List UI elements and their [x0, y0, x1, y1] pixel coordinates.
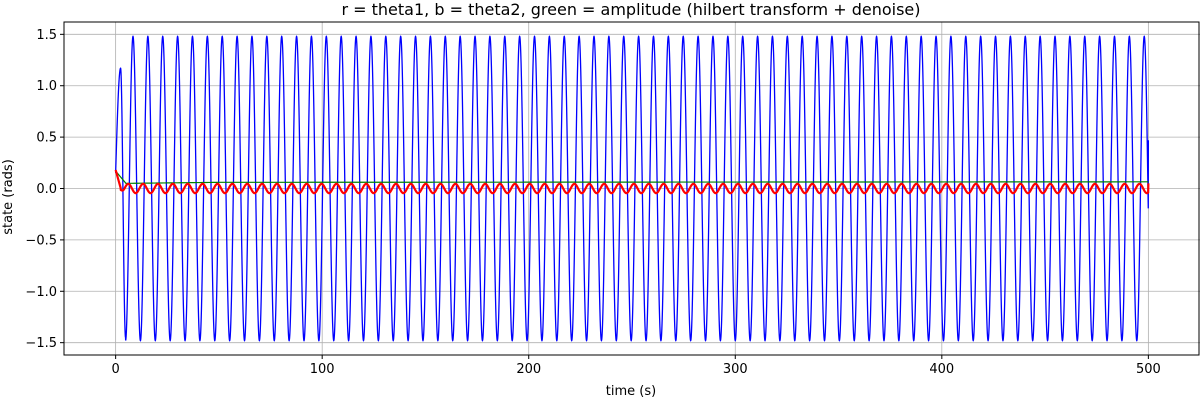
- x-tick-label: 400: [929, 362, 954, 377]
- y-axis-label: state (rads): [1, 159, 16, 235]
- chart-title: r = theta1, b = theta2, green = amplitud…: [341, 0, 920, 19]
- series-layer: [114, 35, 1150, 342]
- y-tick-label: 0.5: [36, 131, 57, 146]
- y-tick-label: −1.0: [25, 285, 57, 300]
- x-axis-label: time (s): [606, 384, 656, 399]
- y-tick-label: 1.5: [36, 28, 57, 43]
- y-tick-label: −0.5: [25, 233, 57, 248]
- x-tick-label: 300: [723, 362, 748, 377]
- x-tick-label: 500: [1136, 362, 1161, 377]
- x-tick-label: 0: [111, 362, 119, 377]
- series-theta1-line: [114, 169, 1150, 195]
- series-amplitude-line: [115, 170, 1149, 184]
- x-tick-label: 200: [516, 362, 541, 377]
- ticks: 0 100 200 300 400 500 −1.5 −1.0 −0.5 0.0 0.5 1.0 1.5: [25, 28, 1160, 377]
- y-tick-label: −1.5: [25, 336, 57, 351]
- series-theta2-line: [114, 35, 1150, 342]
- x-tick-label: 100: [310, 362, 335, 377]
- y-tick-label: 0.0: [36, 182, 57, 197]
- y-tick-label: 1.0: [36, 79, 57, 94]
